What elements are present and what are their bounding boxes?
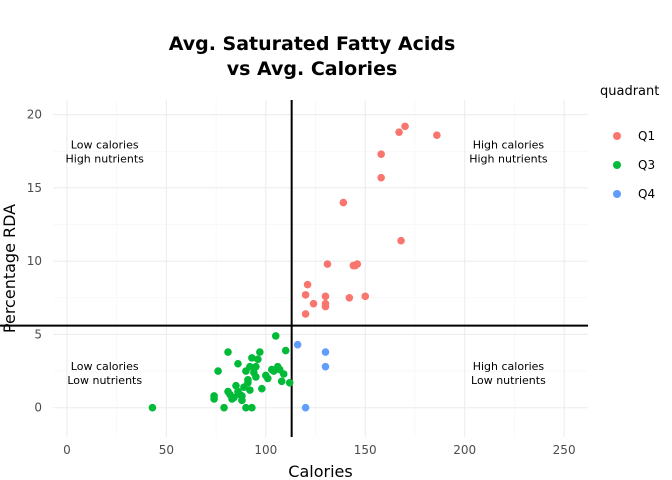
- legend-title: quadrant: [600, 84, 659, 99]
- data-point-q3: [271, 332, 280, 340]
- data-point-q3: [242, 403, 250, 412]
- data-point-q3: [210, 392, 218, 400]
- data-point-q1: [377, 173, 385, 182]
- quadrant-annotation: Low calories High nutrients: [66, 139, 145, 166]
- data-point-q3: [238, 392, 246, 400]
- data-point-q3: [244, 376, 252, 384]
- data-point-q3: [252, 373, 260, 381]
- legend: quadrant Q1 Q3 Q4: [600, 84, 659, 201]
- data-point-q1: [301, 310, 310, 318]
- data-point-q1: [401, 122, 409, 131]
- data-point-q3: [279, 370, 288, 378]
- x-tick-label: 0: [63, 443, 71, 457]
- legend-label-q4: Q4: [638, 187, 655, 201]
- series-q1: [301, 122, 441, 318]
- data-point-q1: [321, 292, 330, 301]
- data-point-q3: [220, 403, 228, 412]
- data-point-q3: [214, 367, 222, 375]
- quadrant-annotation: High calories Low nutrients: [471, 360, 546, 387]
- data-point-q4: [321, 362, 330, 371]
- annotation-line: Low calories: [71, 360, 139, 373]
- data-point-q4: [321, 348, 330, 356]
- annotation-line: High nutrients: [469, 153, 548, 166]
- quadrant-annotation: Low calories Low nutrients: [67, 360, 142, 387]
- data-point-q3: [258, 384, 266, 393]
- legend-key-q1: [613, 132, 621, 140]
- legend-label-q1: Q1: [638, 129, 655, 143]
- annotation-line: Low nutrients: [471, 374, 546, 387]
- annotation-line: Low calories: [71, 139, 139, 152]
- y-tick-label: 5: [34, 327, 42, 341]
- data-point-q1: [361, 292, 370, 301]
- data-point-q1: [345, 294, 354, 302]
- data-point-q4: [301, 403, 310, 412]
- chart-title-text: Avg. Saturated Fatty Acids vs Avg. Calori…: [169, 33, 456, 80]
- data-point-q3: [285, 378, 294, 387]
- data-point-q1: [323, 260, 332, 268]
- data-point-q3: [254, 355, 262, 364]
- data-point-q1: [303, 280, 312, 289]
- series-q3: [148, 332, 294, 412]
- quadrant-annotation: High calories High nutrients: [469, 139, 548, 166]
- data-point-q1: [351, 261, 360, 270]
- data-point-q3: [263, 374, 272, 383]
- data-point-q1: [309, 299, 318, 308]
- y-tick-label: 0: [34, 401, 42, 415]
- y-tick-label: 15: [27, 181, 42, 195]
- annotation-line: Low nutrients: [67, 374, 142, 387]
- annotation-line: High nutrients: [66, 153, 145, 166]
- grid-layer: [53, 100, 588, 437]
- x-tick-label: 250: [553, 443, 576, 457]
- y-tick-label: 20: [27, 108, 42, 122]
- data-point-q3: [232, 381, 240, 390]
- data-point-q1: [395, 128, 403, 137]
- data-point-q3: [252, 362, 260, 371]
- data-point-q3: [248, 403, 256, 412]
- legend-label-q3: Q3: [638, 158, 655, 172]
- data-point-q1: [397, 236, 405, 245]
- axes-layer: 0 50 100 150 200 250 0 5 10 15 20 Calories Percentag…: [0, 108, 576, 480]
- data-point-q3: [230, 393, 238, 402]
- data-point-q3: [246, 362, 254, 371]
- data-point-q3: [246, 386, 254, 394]
- x-tick-label: 200: [453, 443, 476, 457]
- y-axis-title: Percentage RDA: [0, 204, 19, 333]
- data-point-q1: [321, 302, 330, 311]
- legend-key-q3: [613, 161, 621, 169]
- data-point-q3: [281, 346, 290, 355]
- title-line: Avg. Saturated Fatty Acids: [169, 33, 456, 55]
- data-point-q3: [148, 403, 157, 412]
- data-point-q3: [234, 359, 242, 368]
- x-axis-title: Calories: [288, 462, 352, 480]
- series-q4: [293, 340, 330, 412]
- data-point-q4: [293, 340, 302, 349]
- data-point-q1: [339, 198, 348, 207]
- legend-key-q4: [613, 190, 621, 198]
- data-point-q3: [256, 348, 264, 356]
- data-point-q1: [377, 150, 385, 159]
- y-tick-label: 10: [27, 254, 42, 268]
- title-line: vs Avg. Calories: [227, 58, 398, 80]
- data-point-q3: [224, 348, 232, 356]
- x-tick-label: 150: [354, 443, 377, 457]
- data-point-q3: [248, 354, 256, 362]
- annotation-line: High calories: [473, 360, 545, 373]
- data-point-q3: [277, 377, 286, 386]
- data-point-q1: [433, 131, 441, 139]
- x-tick-label: 100: [254, 443, 277, 457]
- annotation-line: High calories: [473, 139, 545, 152]
- data-points: [148, 122, 441, 412]
- data-point-q1: [301, 291, 310, 299]
- x-tick-label: 50: [159, 443, 174, 457]
- chart-title: Avg. Saturated Fatty Acids vs Avg. Calori…: [169, 33, 456, 80]
